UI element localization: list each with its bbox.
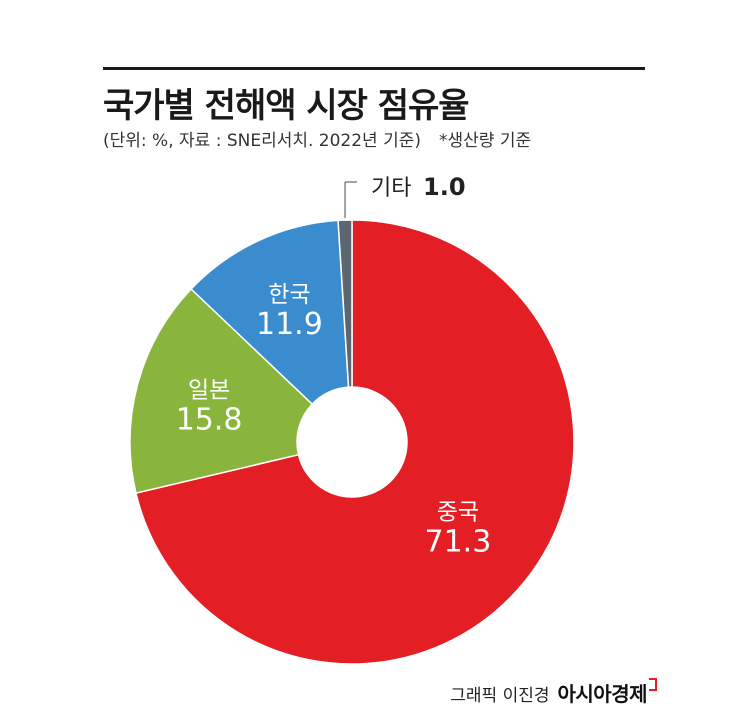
chart-subtitle: (단위: %, 자료 : SNE리서치. 2022년 기준) *생산량 기준 <box>103 126 531 151</box>
footer: 그래픽 이진경 아시아경제 <box>450 678 657 707</box>
brand-mark-icon <box>649 678 657 691</box>
basis-note: *생산량 기준 <box>439 131 532 151</box>
top-rule <box>103 67 645 70</box>
slice-value-0: 71.3 <box>424 525 491 560</box>
slice-label-0: 중국 <box>437 500 479 526</box>
slice-label-3: 기타 <box>371 176 411 201</box>
slice-1 <box>129 287 314 495</box>
source-note: (단위: %, 자료 : SNE리서치. 2022년 기준) <box>103 131 422 151</box>
slice-value-2: 11.9 <box>256 307 323 342</box>
slice-2 <box>190 219 350 406</box>
brand-logo: 아시아경제 <box>557 682 648 706</box>
slice-label-2: 한국 <box>268 282 310 308</box>
chart-title: 국가별 전해액 시장 점유율 <box>103 86 470 126</box>
slice-value-3: 1.0 <box>423 173 466 201</box>
slice-label-1: 일본 <box>188 377 230 403</box>
slice-value-1: 15.8 <box>176 402 243 437</box>
graphic-credit: 그래픽 이진경 <box>450 686 550 706</box>
slice-3 <box>337 219 353 388</box>
slice-0 <box>135 219 575 665</box>
